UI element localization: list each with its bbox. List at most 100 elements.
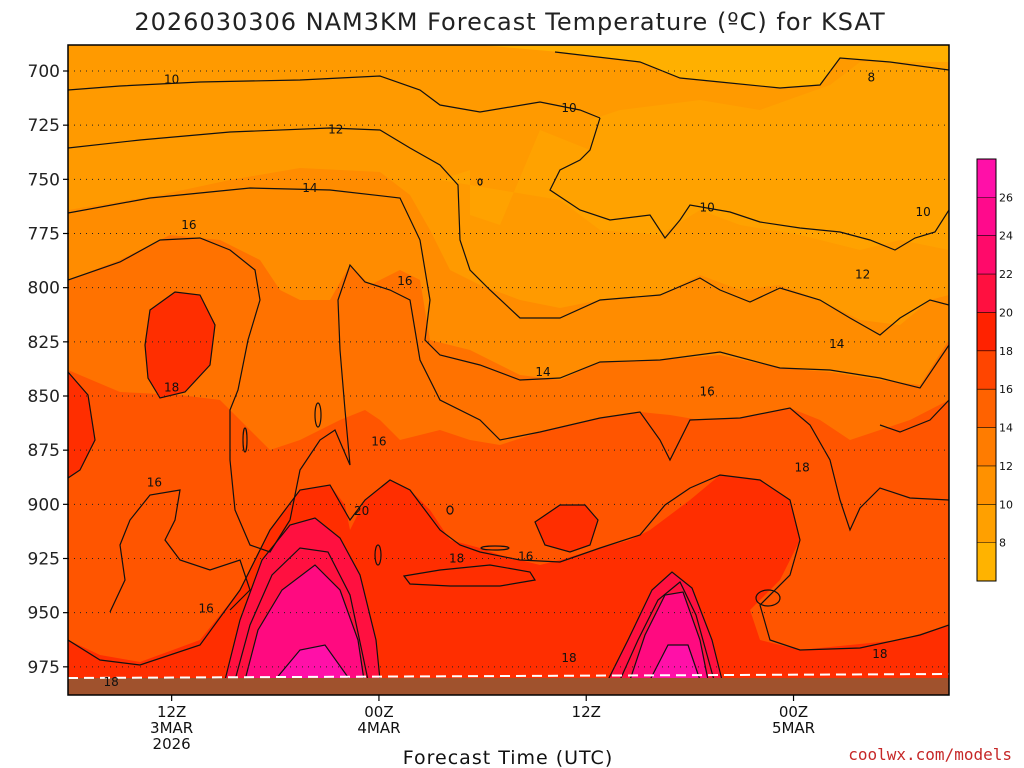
contour-label: 14	[302, 181, 317, 195]
site-credit: coolwx.com/models	[848, 745, 1012, 764]
colorbar-tick-label: 16	[999, 383, 1013, 396]
contour-26-right	[649, 644, 701, 681]
band-10	[440, 62, 949, 250]
contour-label: 8	[867, 71, 875, 85]
band-18-right-blob	[535, 505, 598, 552]
y-tick-label: 775	[28, 225, 60, 245]
colorbar-bin	[977, 274, 996, 313]
contour-label: 16	[700, 385, 715, 399]
contour-label-text: 16	[371, 435, 386, 449]
contour-label-text: 12	[328, 123, 343, 137]
contour-label: 12	[328, 123, 343, 137]
x-tick-label: 5MAR	[772, 719, 815, 737]
contour-label-text: 10	[915, 205, 930, 219]
x-tick-label: 12Z	[572, 703, 601, 721]
contour-label-text: 14	[535, 365, 550, 379]
y-tick-label: 875	[28, 441, 60, 461]
contour-label: 10	[561, 101, 576, 115]
contour-label: 16	[147, 476, 162, 490]
contour-label-text: 18	[164, 380, 179, 394]
x-tick-label: 2026	[153, 735, 191, 753]
contour-16-lens	[402, 564, 536, 587]
colorbar-tick-label: 18	[999, 345, 1013, 358]
contour-label-text: 20	[354, 504, 369, 518]
y-tick-label: 800	[28, 279, 60, 299]
contour-lines	[68, 51, 949, 681]
contour-14	[68, 187, 949, 389]
contour-label-text: 16	[147, 476, 162, 490]
y-tick-label: 900	[28, 495, 60, 515]
contour-label: 10	[915, 205, 930, 219]
y-tick-label: 825	[28, 333, 60, 353]
contour-small-loop	[314, 402, 322, 428]
colorbar-tick-label: 22	[999, 268, 1013, 281]
contour-label-text: 8	[867, 71, 875, 85]
contour-label-text: 16	[700, 385, 715, 399]
band-8	[480, 45, 949, 88]
contour-label: 10	[164, 73, 179, 87]
contour-label: 16	[181, 218, 196, 232]
contour-18-left	[68, 371, 96, 479]
contour-label-text: 18	[449, 552, 464, 566]
contour-small-loop	[480, 545, 510, 551]
colorbar-frame	[976, 158, 997, 582]
contour-label: 18	[449, 552, 464, 566]
contour-16-bottom-left	[109, 489, 251, 613]
contour-22-left	[234, 547, 369, 681]
contour-label: 18	[104, 675, 119, 689]
colorbar-tick-label: 12	[999, 460, 1013, 473]
contour-label-text: 14	[829, 337, 844, 351]
contour-label: 12	[855, 268, 870, 282]
contour-label: 16	[199, 601, 214, 615]
contour-26-left	[274, 644, 351, 681]
contour-labels: 8 10 10 10 10 12 12 14 14 14 16 16 16 16 16 16 16 18 18 18 1…	[104, 71, 931, 690]
chart-title: 2026030306 NAM3KM Forecast Temperature (…	[134, 8, 885, 36]
colorbar-bin	[977, 389, 996, 428]
contour-20-left	[224, 517, 381, 681]
contour-label: 16	[397, 274, 412, 288]
x-tick-label: 3MAR	[150, 719, 193, 737]
contour-10-top	[68, 75, 601, 119]
colorbar-bin	[977, 159, 996, 198]
contour-label: 20	[354, 504, 369, 518]
contour-16-center	[289, 263, 949, 532]
contour-small-loop	[446, 505, 454, 515]
colorbar-tick-label: 14	[999, 422, 1013, 435]
colorbar-bin	[977, 504, 996, 543]
contour-label: 14	[535, 365, 550, 379]
colorbar-tick-label: 20	[999, 306, 1013, 319]
colorbar-bin	[977, 350, 996, 390]
contour-12	[68, 127, 949, 336]
contour-label-text: 16	[397, 274, 412, 288]
contour-10-mid	[549, 117, 949, 251]
contour-label: 14	[829, 337, 844, 351]
x-tick-label: 4MAR	[357, 719, 400, 737]
colorbar-tick-label: 26	[999, 191, 1013, 204]
colorbar-bin	[977, 312, 996, 351]
contour-22-right	[619, 581, 715, 681]
contour-label-text: 10	[561, 101, 576, 115]
terrain	[68, 678, 949, 695]
y-axis: 700 725 750 775 800 825 850 875 900 925 950 975	[28, 62, 68, 678]
contour-label-text: 16	[181, 218, 196, 232]
contour-label: 18	[795, 461, 810, 475]
x-tick-label: 00Z	[364, 703, 393, 721]
contour-label: 16	[371, 435, 386, 449]
colorbar-tick-label: 8	[999, 537, 1006, 550]
y-tick-label: 975	[28, 658, 60, 678]
contour-label-text: 12	[855, 268, 870, 282]
contour-label-text: 10	[164, 73, 179, 87]
colorbar-bin	[977, 235, 996, 275]
contour-label-text: 14	[302, 181, 317, 195]
y-tick-label: 925	[28, 550, 60, 570]
colorbar: 8 10 12 14 16 18 20 22 24 26	[976, 158, 1013, 582]
y-tick-label: 750	[28, 170, 60, 190]
colorbar-bin	[977, 542, 996, 581]
x-tick-label: 12Z	[157, 703, 186, 721]
y-tick-label: 725	[28, 116, 60, 136]
contour-small-loop	[755, 589, 781, 607]
contour-label: 18	[872, 647, 887, 661]
colorbar-bin	[977, 465, 996, 505]
contour-label-text: 16	[518, 549, 533, 563]
